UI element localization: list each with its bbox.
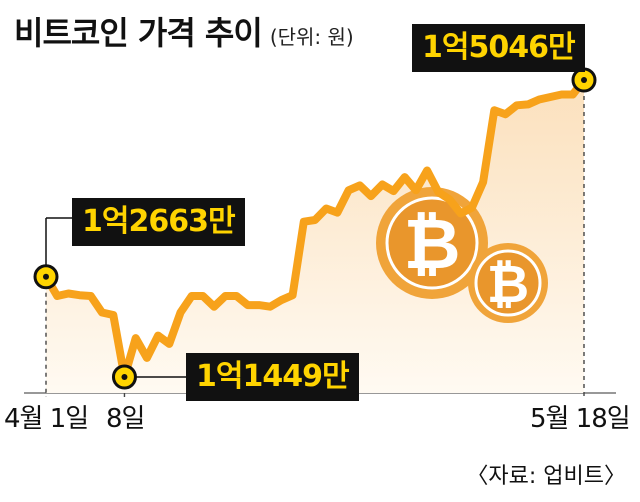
x-tick-label-apr8: 8일 <box>106 404 145 434</box>
callout-end-price: 1억5046만 <box>412 24 585 72</box>
unit-label: (단위: 원) <box>269 25 354 49</box>
callout-start-price: 1억2663만 <box>72 198 245 246</box>
price-line <box>42 76 588 381</box>
chart-title: 비트코인 가격 추이 <box>14 14 263 52</box>
marker-start-center <box>43 273 49 280</box>
x-tick-label-may18: 5월 18일 <box>530 404 631 434</box>
title-block: 비트코인 가격 추이 (단위: 원) <box>14 8 354 54</box>
marker-low-center <box>121 374 128 380</box>
callout-low-price: 1억1449만 <box>186 353 359 401</box>
x-tick-label-apr1: 4월 1일 <box>4 404 89 434</box>
svg-text:₿: ₿ <box>487 255 529 315</box>
svg-text:₿: ₿ <box>403 203 460 285</box>
source-note: 〈자료: 업비트〉 <box>466 464 626 489</box>
bitcoin-coin-icon: ₿ <box>468 243 548 323</box>
marker-end-center <box>581 77 587 83</box>
